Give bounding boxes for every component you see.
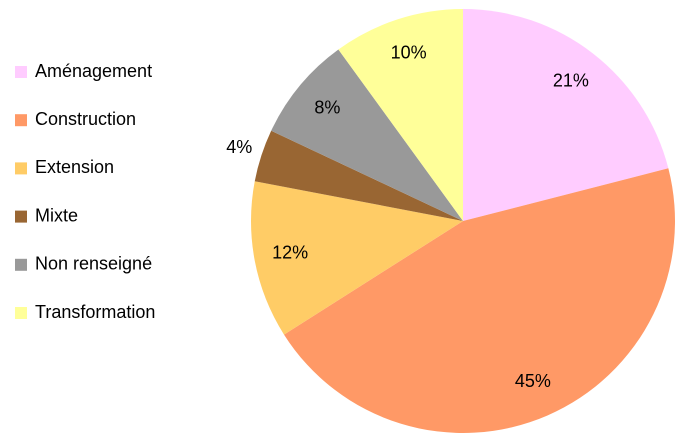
legend-swatch [15,114,27,127]
legend-swatch [15,66,27,78]
legend-label: Aménagement [35,61,152,81]
legend-label: Construction [35,109,136,129]
data-label: 12% [272,243,308,263]
data-label: 10% [391,42,427,62]
legend-label: Mixte [35,205,78,225]
legend-label: Extension [35,157,114,177]
data-label: 21% [553,71,589,91]
pie-slice [251,181,463,335]
legend-label: Transformation [35,302,155,322]
legend-swatch [15,162,27,175]
pie-slice [284,168,675,433]
data-label: 4% [226,137,252,157]
legend-swatch [15,258,27,271]
pie-slice [463,9,669,221]
legend-swatch [15,210,27,223]
pie-slice [338,9,463,221]
data-label: 45% [515,371,551,391]
data-label: 8% [314,98,340,118]
pie-slice [254,130,463,221]
legend-swatch [15,307,27,319]
legend-label: Non renseigné [35,254,152,274]
pie-slice [271,49,463,221]
